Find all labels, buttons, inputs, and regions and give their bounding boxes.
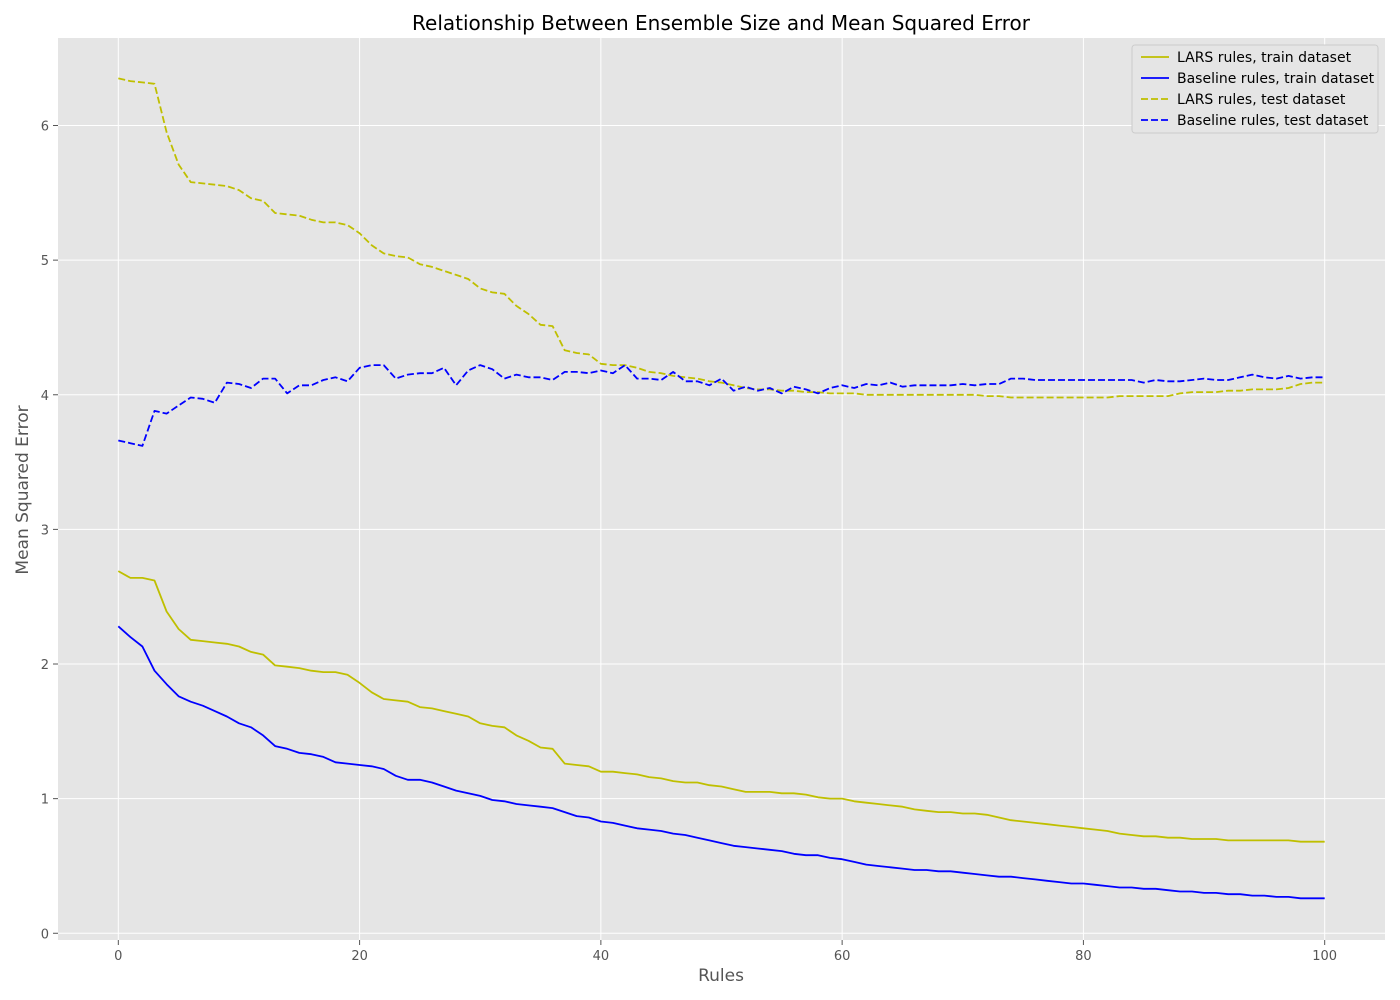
series-line-3 [118, 77, 1325, 399]
x-tick-label: 0 [114, 949, 122, 964]
y-tick-label: 2 [41, 658, 49, 673]
y-axis-ticks: 0 1 2 3 4 5 6 [41, 120, 58, 942]
x-tick-label: 80 [1075, 949, 1092, 964]
legend-label-1: LARS rules, train dataset [1177, 50, 1352, 66]
x-tick-label: 40 [593, 949, 610, 964]
y-tick-label: 1 [41, 793, 49, 808]
series-lines [117, 77, 1325, 900]
x-axis-ticks: 0 20 40 60 80 100 [114, 940, 1337, 964]
x-axis-label: Rules [698, 966, 744, 986]
y-tick-label: 3 [41, 523, 49, 538]
y-axis-label: Mean Squared Error [13, 405, 33, 574]
legend-label-4: Baseline rules, test dataset [1177, 113, 1369, 129]
y-tick-label: 6 [41, 120, 49, 135]
legend: LARS rules, train dataset Baseline rules,… [1131, 44, 1379, 134]
y-tick-label: 0 [41, 927, 49, 942]
legend-label-2: Baseline rules, train dataset [1177, 71, 1375, 87]
plot-area [58, 38, 1385, 940]
series-line-2 [117, 625, 1325, 900]
x-tick-label: 100 [1312, 949, 1337, 964]
chart-title: Relationship Between Ensemble Size and M… [412, 11, 1031, 35]
y-tick-label: 4 [41, 389, 49, 404]
x-tick-label: 20 [351, 949, 368, 964]
legend-items: LARS rules, train dataset Baseline rules,… [1141, 50, 1375, 129]
x-tick-label: 60 [834, 949, 851, 964]
y-tick-label: 5 [41, 254, 49, 269]
series-line-1 [117, 570, 1325, 843]
legend-label-3: LARS rules, test dataset [1177, 92, 1346, 108]
legend-box [1131, 44, 1379, 134]
series-line-4 [118, 364, 1325, 447]
